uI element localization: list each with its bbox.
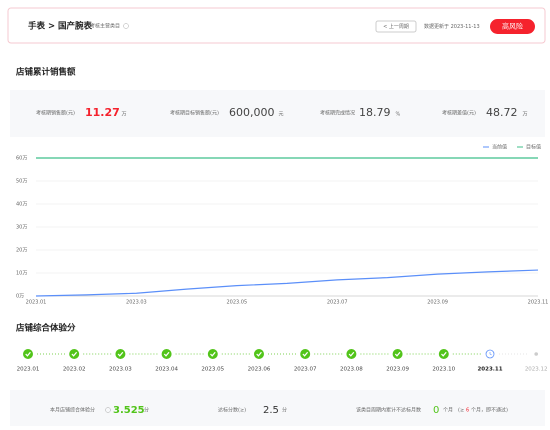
check (394, 351, 401, 357)
check (348, 351, 355, 357)
section-title: 店铺综合体验分 (15, 323, 76, 334)
y-tick-label: 60万 (16, 156, 27, 162)
legend-label[interactable]: 当前值 (492, 144, 507, 151)
check (256, 351, 262, 357)
y-tick-label: 30万 (16, 225, 27, 231)
legend-label[interactable]: 目标值 (526, 144, 541, 151)
month-label: 2023.08 (340, 367, 363, 373)
fail: 0 (433, 405, 439, 416)
check (210, 351, 216, 357)
stat-label: 考核期销售额(元) (36, 110, 75, 117)
prev-button[interactable] (375, 20, 417, 33)
help-icon[interactable] (105, 407, 111, 413)
header-box (7, 7, 546, 44)
stats-panel (10, 90, 545, 137)
x-tick-label: 2023.09 (427, 300, 448, 306)
risk-badge-text[interactable]: 高风险 (502, 22, 523, 31)
status-done (438, 349, 449, 359)
y-tick-label: 0万 (16, 294, 24, 300)
month-label: 2023.03 (109, 367, 132, 373)
month-label: 2023.12 (525, 367, 548, 373)
month-label: 2023.09 (386, 367, 409, 373)
note-prefix: (≥ (458, 408, 464, 414)
score: 3.525 (113, 405, 145, 416)
y-tick-label: 40万 (16, 202, 27, 208)
y-tick-label: 10万 (16, 271, 27, 277)
status-done (23, 349, 33, 359)
help-icon[interactable] (123, 23, 129, 29)
score-unit: 分 (144, 407, 149, 414)
section-title: 店铺累计销售额 (15, 67, 76, 78)
month-label: 2023.02 (63, 367, 86, 373)
stat-value: 600,000 (229, 106, 275, 119)
stat-label: 考核期差值(元) (442, 110, 476, 117)
prev-button-text[interactable]: < 上一周期 (383, 23, 409, 30)
stat-unit: 元 (279, 112, 284, 118)
month-label: 2023.11 (477, 367, 502, 373)
check (25, 351, 31, 357)
check (71, 351, 78, 357)
score-panel (10, 390, 545, 426)
pass-label: 达标分数(≥) (218, 407, 246, 414)
pass: 2.5 (263, 405, 279, 416)
x-tick-label: 2023.07 (327, 300, 348, 306)
month-label: 2023.06 (248, 367, 271, 373)
stat-value: 11.27 (85, 106, 120, 119)
series-line (35, 269, 539, 297)
check (302, 351, 309, 357)
month-label: 2023.05 (201, 367, 224, 373)
risk-badge[interactable] (490, 19, 535, 34)
y-tick-label: 50万 (16, 179, 27, 185)
stat-unit: 万 (523, 112, 528, 118)
status-done (254, 349, 264, 359)
stat-value: 18.79 (359, 106, 391, 119)
status-done (161, 349, 172, 359)
month-label: 2023.10 (432, 367, 455, 373)
status-upcoming (534, 352, 538, 356)
status-done (392, 349, 403, 359)
clock-hands (489, 352, 492, 356)
x-tick-label: 2023.05 (226, 300, 247, 306)
y-tick-label: 20万 (16, 248, 27, 254)
check (163, 351, 170, 357)
stat-label: 考核期目标销售额(元) (170, 110, 219, 117)
month-label: 2023.04 (155, 367, 178, 373)
check (441, 351, 447, 357)
updated: 数据更新于 2023-11-13 (424, 23, 480, 30)
category-note: 考核主营类目 (90, 23, 120, 30)
fail-label: 该类目周期内累计不达标月数 (356, 407, 421, 414)
note-count: 6 (466, 408, 469, 414)
status-done (69, 349, 80, 359)
stat-unit: % (396, 112, 401, 118)
help-icon[interactable] (69, 69, 75, 75)
x-tick-label: 2023.11 (528, 300, 549, 306)
x-tick-label: 2023.01 (26, 300, 47, 306)
note-suffix: 个月，即不通过) (471, 407, 508, 414)
month-label: 2023.01 (17, 367, 40, 373)
pass-unit: 分 (282, 407, 287, 414)
stat-label: 考核期完成情况 (320, 110, 355, 117)
x-tick-label: 2023.03 (126, 300, 147, 306)
stat-value: 48.72 (486, 106, 518, 119)
help-icon[interactable] (69, 325, 75, 331)
category: 手表 > 国产腕表 (28, 21, 93, 32)
score-label: 本月店铺综合体验分 (50, 407, 95, 414)
fail-unit: 个月 (443, 408, 453, 414)
status-done (300, 349, 311, 359)
month-label: 2023.07 (294, 367, 317, 373)
status-done (115, 349, 126, 359)
status-done (207, 349, 218, 359)
status-done (346, 349, 357, 359)
stat-unit: 万 (122, 112, 127, 118)
check (117, 351, 124, 357)
